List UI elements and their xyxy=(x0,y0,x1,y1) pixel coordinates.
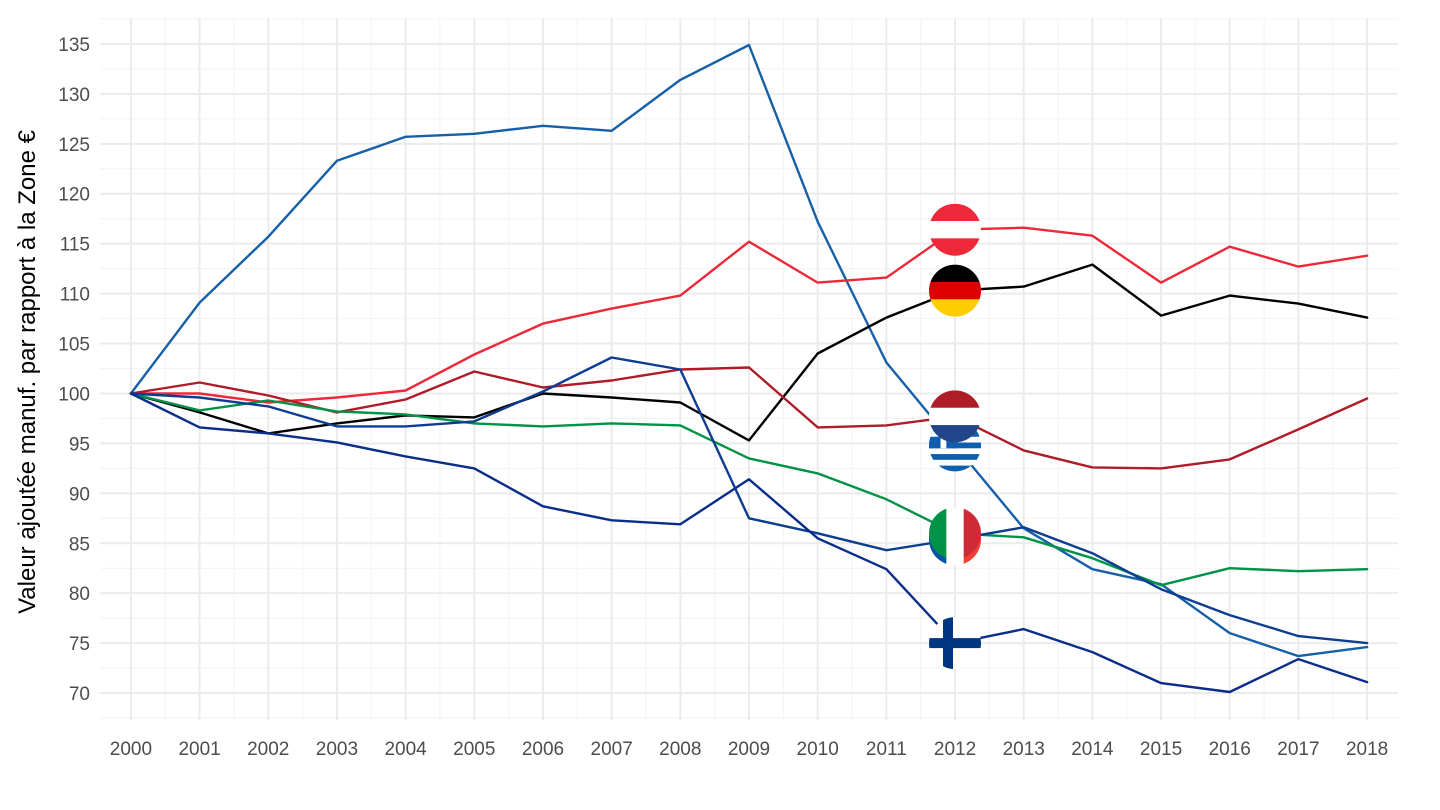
y-tick-label: 90 xyxy=(69,484,90,505)
y-tick-label: 100 xyxy=(58,384,90,405)
x-tick-label: 2017 xyxy=(1277,739,1319,760)
germany-flag-icon xyxy=(929,264,981,317)
y-tick-label: 110 xyxy=(60,285,90,306)
grid xyxy=(100,18,1398,720)
x-tick-label: 2008 xyxy=(659,739,701,760)
x-tick-label: 2018 xyxy=(1346,739,1388,760)
austria-flag-icon xyxy=(929,203,981,256)
y-tick-label: 95 xyxy=(69,434,90,455)
y-tick-label: 70 xyxy=(69,684,90,705)
x-tick-label: 2003 xyxy=(316,739,358,760)
x-tick-label: 2009 xyxy=(728,739,770,760)
series-line xyxy=(129,356,1369,645)
y-tick-label: 120 xyxy=(58,185,90,206)
series-lines xyxy=(129,43,1369,694)
series-line xyxy=(129,392,1369,587)
y-axis-title: Valeur ajoutée manuf. par rapport à la Z… xyxy=(14,129,41,614)
y-tick-label: 135 xyxy=(58,35,90,56)
y-tick-label: 75 xyxy=(69,634,90,655)
y-tick-label: 130 xyxy=(58,85,90,106)
series-line xyxy=(129,263,1369,442)
series-line xyxy=(129,392,1369,694)
y-axis-tick-labels: 70 75 80 85 90 95 100 105 110 115 120 125 130 135 xyxy=(58,35,90,705)
x-tick-label: 2004 xyxy=(384,739,427,760)
x-tick-label: 2011 xyxy=(866,739,907,760)
x-tick-label: 2005 xyxy=(453,739,495,760)
y-tick-label: 125 xyxy=(58,135,90,156)
x-tick-label: 2016 xyxy=(1209,739,1251,760)
x-axis-tick-labels: 2000 2001 2002 2003 2004 2005 2006 2007 2008 2009… xyxy=(110,739,1388,760)
series-flag-legend xyxy=(929,203,981,670)
y-tick-label: 115 xyxy=(60,235,90,256)
y-tick-label: 85 xyxy=(69,534,90,555)
series-line xyxy=(129,226,1369,404)
x-tick-label: 2012 xyxy=(934,739,976,760)
netherlands-flag-icon xyxy=(929,390,981,443)
italy-flag-icon xyxy=(929,507,981,560)
x-tick-label: 2014 xyxy=(1071,739,1114,760)
x-tick-label: 2015 xyxy=(1140,739,1182,760)
finland-flag-icon xyxy=(929,617,981,670)
x-tick-label: 2001 xyxy=(178,739,220,760)
x-tick-label: 2013 xyxy=(1003,739,1045,760)
y-tick-label: 80 xyxy=(69,584,90,605)
x-tick-label: 2010 xyxy=(797,739,839,760)
x-tick-label: 2000 xyxy=(110,739,152,760)
x-tick-label: 2006 xyxy=(522,739,564,760)
y-tick-label: 105 xyxy=(58,335,90,356)
x-tick-label: 2007 xyxy=(591,739,633,760)
x-tick-label: 2002 xyxy=(247,739,289,760)
